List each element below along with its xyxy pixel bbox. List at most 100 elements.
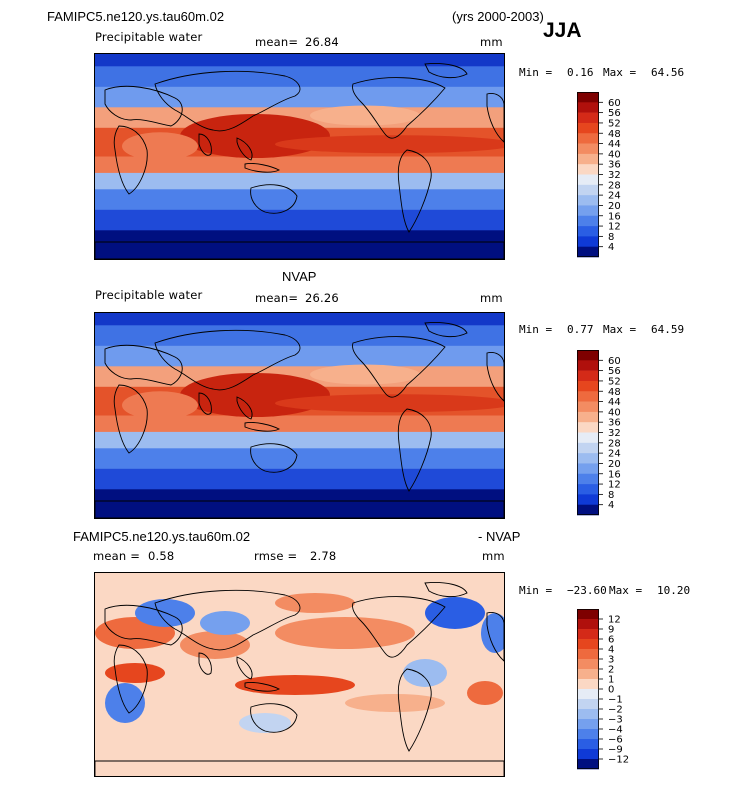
colorbar-swatch <box>577 649 599 660</box>
colorbar-label: 8 <box>608 232 614 243</box>
colorbar-label: −12 <box>608 755 629 766</box>
pw-band <box>95 345 504 367</box>
coastline <box>486 93 504 143</box>
colorbar-swatch <box>577 246 599 258</box>
colorbar-swatch <box>577 226 599 237</box>
case-name-title: FAMIPC5.ne120.ys.tau60m.02 <box>47 9 225 24</box>
panel1-subtitle: Precipitable water <box>95 30 203 44</box>
colorbar-label: 2 <box>608 665 614 676</box>
colorbar-swatch <box>577 494 599 505</box>
colorbar-swatch <box>577 669 599 680</box>
coastline <box>198 392 212 415</box>
coastline <box>250 184 298 214</box>
colorbar-swatch <box>577 453 599 464</box>
panel3-rmse-label: rmse = <box>254 549 298 563</box>
colorbar-label: 32 <box>608 170 621 181</box>
colorbar-swatch <box>577 609 599 620</box>
colorbar-label: 44 <box>608 397 621 408</box>
colorbar-label: 52 <box>608 376 621 387</box>
colorbar-label: 12 <box>608 222 621 233</box>
colorbar-swatch <box>577 432 599 444</box>
north-pacific-moist <box>310 105 420 126</box>
panel2-mean-value: 26.26 <box>305 291 339 305</box>
colorbar-label: 1 <box>608 675 614 686</box>
diff-blob <box>425 597 485 629</box>
colorbar-label: 8 <box>608 490 614 501</box>
colorbar-swatch <box>577 174 599 186</box>
pw-band <box>95 86 504 108</box>
pw-band <box>95 172 504 190</box>
colorbar-label: 28 <box>608 438 621 449</box>
colorbar-swatch <box>577 205 599 217</box>
coastline <box>397 668 432 752</box>
colorbar-label: 24 <box>608 191 621 202</box>
coastline <box>198 133 212 156</box>
colorbar-label: 4 <box>608 500 614 511</box>
colorbar-swatch <box>577 122 599 134</box>
coastline <box>424 322 468 338</box>
colorbar-swatch <box>577 360 599 371</box>
panel1-min-label: Min = <box>519 66 553 79</box>
panel2-mean-label: mean= <box>255 291 299 305</box>
pw-band <box>95 189 504 211</box>
panel1-min-value: 0.16 <box>567 66 594 79</box>
colorbar-label: 9 <box>608 625 614 636</box>
colorbar-label: 32 <box>608 428 621 439</box>
coastline <box>113 125 148 195</box>
pw-band <box>95 313 504 326</box>
panel1-mean-label: mean= <box>255 35 299 49</box>
colorbar-swatch <box>577 153 599 165</box>
colorbar-swatch <box>577 504 599 516</box>
coastline <box>250 703 298 733</box>
diff-blob <box>275 593 355 613</box>
diff-blob <box>275 617 415 649</box>
colorbar-swatch <box>577 411 599 423</box>
colorbar-swatch <box>577 739 599 750</box>
panel1-units: mm <box>480 35 503 49</box>
pw-band <box>95 489 504 518</box>
coastline <box>154 329 301 391</box>
diff-blob <box>345 694 445 712</box>
colorbar-swatch <box>577 689 599 700</box>
panel2-colorbar: 60 56 52 48 44 40 36 32 28 24 20 16 12 8 4 <box>577 350 637 525</box>
colorbar-label: −6 <box>608 735 623 746</box>
pw-band <box>95 54 504 67</box>
colorbar-label: 3 <box>608 655 614 666</box>
coastline <box>397 408 432 492</box>
colorbar-label: −3 <box>608 715 623 726</box>
coastline <box>244 682 281 692</box>
colorbar-swatch <box>577 350 599 361</box>
colorbar-label: 56 <box>608 366 621 377</box>
coastline <box>104 604 183 646</box>
coastline <box>104 344 183 386</box>
colorbar-swatch <box>577 679 599 690</box>
colorbar-label: 16 <box>608 211 621 222</box>
coastline <box>154 70 301 132</box>
panel3-mean-label: mean = <box>93 549 141 563</box>
colorbar-swatch <box>577 195 599 206</box>
panel2-max-label: Max = <box>603 323 637 336</box>
panel3-units: mm <box>482 549 505 563</box>
coastline <box>486 352 504 402</box>
colorbar-swatch <box>577 463 599 475</box>
colorbar-swatch <box>577 92 599 103</box>
panel3-max-label: Max = <box>609 584 643 597</box>
panel2-map <box>94 312 505 519</box>
coastline <box>95 241 504 259</box>
panel1-max-value: 64.56 <box>651 66 685 79</box>
pw-band <box>95 156 504 174</box>
colorbar-label: 20 <box>608 459 621 470</box>
itcz-band <box>275 394 504 413</box>
panel2-title: NVAP <box>282 269 317 284</box>
diff-blob <box>200 611 250 635</box>
colorbar-swatch <box>577 102 599 113</box>
colorbar-label: 4 <box>608 645 614 656</box>
panel1-map <box>94 53 505 260</box>
colorbar-label: 48 <box>608 129 621 140</box>
coastline <box>95 500 504 518</box>
coastline <box>236 137 253 161</box>
colorbar-swatch <box>577 629 599 640</box>
coastline <box>244 422 281 432</box>
colorbar-label: 12 <box>608 480 621 491</box>
diff-blob <box>239 713 291 733</box>
